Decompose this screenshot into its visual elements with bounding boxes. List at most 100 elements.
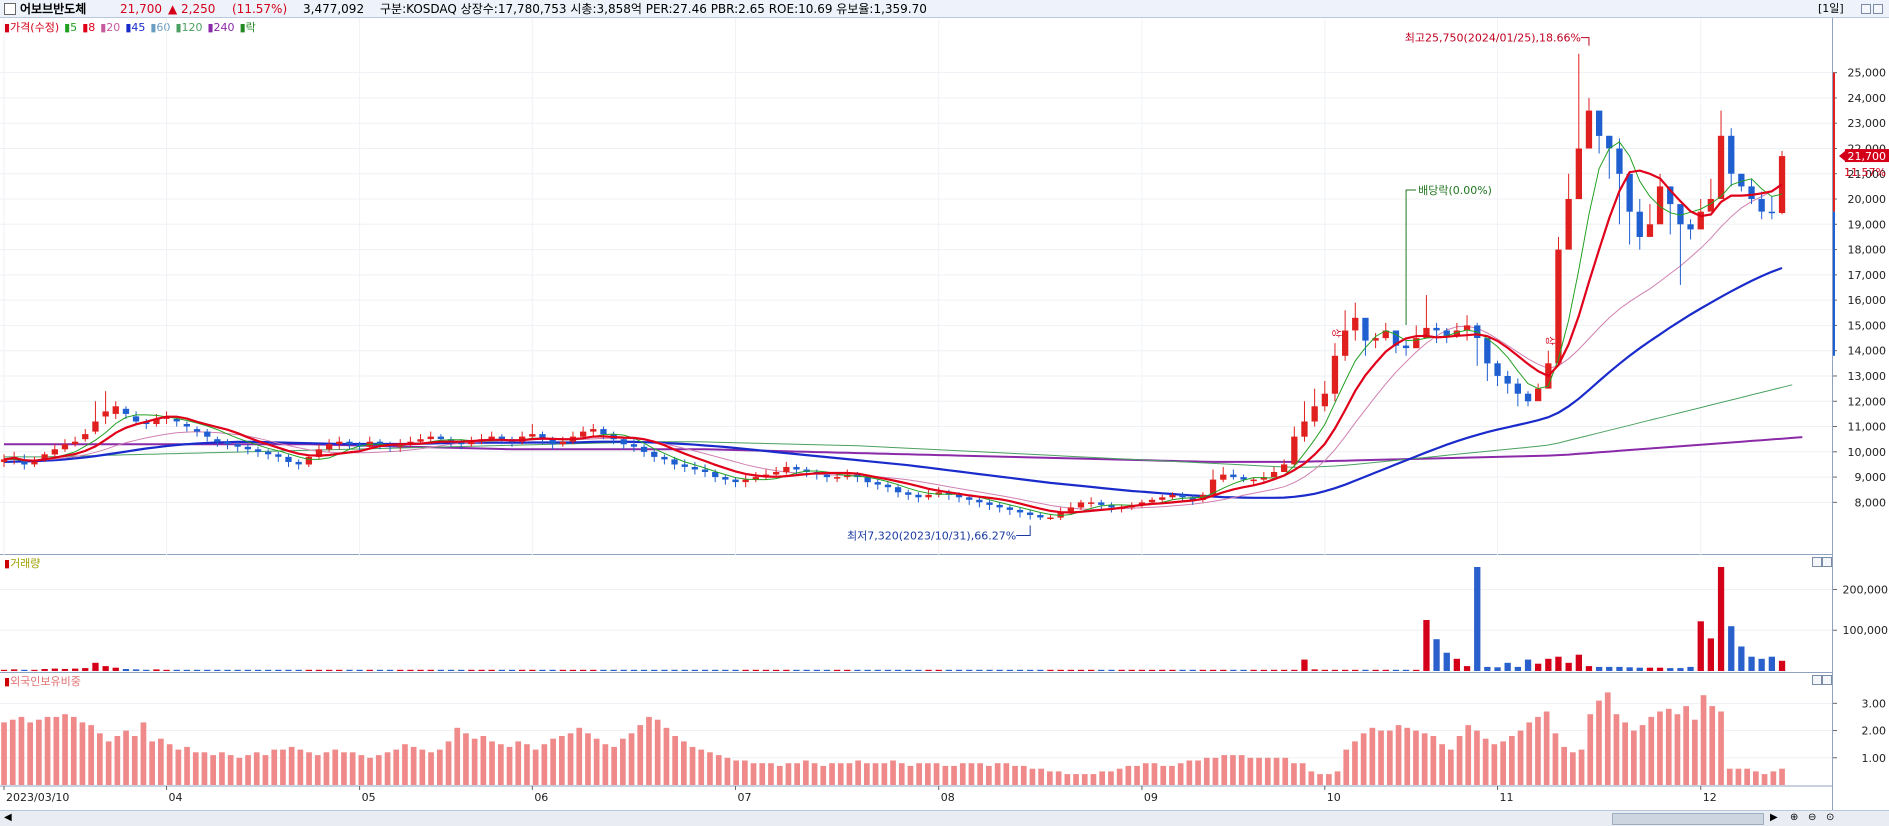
candle-body [1494,363,1501,376]
foreign-bar [201,752,208,785]
volume-bar [1524,659,1532,671]
volume-bar [1270,669,1278,671]
foreign-bar [271,749,278,785]
candle-body [1372,338,1379,341]
candle-body [102,411,109,417]
scroll-right-icon[interactable]: ▶ [1770,812,1778,823]
candle-body [305,456,312,465]
foreign-bar [1735,768,1742,785]
volume-bar [1626,667,1633,671]
foreign-bar [733,760,739,785]
foreign-bar [253,752,260,785]
volume-bar [315,669,323,671]
high-annotation: 최고25,750(2024/01/25),18.66% [1405,32,1581,45]
volume-bar [955,669,963,671]
volume-bar [356,669,363,671]
volume-bar [661,669,668,671]
volume-bar [620,669,627,671]
volume-bar [671,669,678,671]
price-axis: 8,000 9,000 10,000 11,000 12,000 13,000 14,000… [1832,18,1889,555]
candle-body [153,418,160,424]
scroll-left-icon[interactable]: ◀ [4,812,12,823]
volume-panel[interactable]: ▮거래량 [0,555,1832,673]
foreign-ownership-panel[interactable]: ▮외국인보유비중 2023/03/10040506070809101112202… [0,673,1889,810]
candle-body [945,492,952,495]
foreign-bar [637,725,644,785]
foreign-bar [1491,744,1498,785]
restore-button[interactable] [1861,4,1871,14]
volume-tick-label: 100,000 [1843,624,1889,637]
volume-bar [1687,666,1694,671]
foreign-panel-close[interactable] [1822,675,1832,685]
volume-bar [752,669,759,671]
candle-body [1433,327,1440,331]
volume-bar [1555,656,1562,671]
candle-body [752,477,759,480]
foreign-bar [1047,771,1053,785]
select-checkbox[interactable] [4,3,16,15]
volume-panel-close[interactable] [1822,557,1832,567]
volume-bar [112,667,119,671]
candle-body [1352,317,1359,331]
volume-bar [1311,669,1318,671]
zoom-out-icon[interactable]: ⊖ [1808,812,1817,823]
volume-bar [1148,669,1156,671]
scroll-thumb[interactable] [1612,813,1764,825]
candle-body [1006,507,1013,510]
foreign-bar [323,752,330,785]
volume-bar [1321,669,1328,671]
foreign-bar [1169,765,1175,785]
volume-bar [1748,656,1755,671]
x-tick-label: 12 [1703,791,1717,804]
candle-body [183,424,190,427]
x-tick-label: 07 [738,791,752,804]
price-tick-label: 18,000 [1848,244,1887,257]
chart-scrollbar[interactable]: ◀ ▶ ⊕ ⊖ ⊙ [0,810,1889,826]
x-tick-label: 04 [169,791,183,804]
volume-bar [386,669,394,671]
foreign-bar [1387,730,1393,785]
candle-body [1453,330,1460,336]
foreign-bar [506,746,513,785]
volume-bar [580,669,587,671]
foreign-panel-restore[interactable] [1812,675,1822,685]
volume-bar [1535,663,1542,671]
volume-bar [397,669,404,671]
foreign-bar [742,760,748,785]
volume-bar [427,669,434,671]
zoom-in-icon[interactable]: ⊕ [1790,812,1799,823]
candle-body [346,441,353,445]
foreign-bar [620,738,626,785]
candle-body [1697,211,1704,230]
price-panel[interactable]: 최고25,750(2024/01/25),18.66% 최저7,320(2023/… [0,18,1885,555]
volume-bar [102,666,109,671]
candle-body [1626,173,1633,212]
candle-body [966,497,973,500]
candle-body [1728,135,1735,174]
volume-bar [1545,658,1552,671]
foreign-bar [1142,763,1149,785]
volume-bar [986,669,993,671]
price-tick-label: 25,000 [1848,67,1887,80]
foreign-bar [1421,733,1428,785]
volume-bar [295,669,302,671]
high-arrow [1580,37,1590,46]
foreign-bar [97,733,103,785]
period-selector[interactable]: [1일] [1818,2,1844,15]
candle-body [1301,421,1308,437]
candle-body [1748,186,1755,199]
volume-bar [1738,646,1745,671]
foreign-bar [1604,692,1611,785]
foreign-bar [158,738,164,785]
foreign-bar [1099,771,1105,785]
foreign-bar [1203,757,1210,785]
candle-body [122,408,130,414]
volume-bar [1291,669,1298,671]
zoom-reset-icon[interactable]: ⊙ [1826,812,1835,823]
volume-panel-restore[interactable] [1812,557,1822,567]
close-button[interactable] [1873,4,1883,14]
stock-info-bar: 어보브반도체 21,700 ▲ 2,250 (11.57%) 3,477,092… [0,0,1889,18]
foreign-bar [1543,711,1550,785]
candle-body [336,441,343,445]
foreign-bar [811,763,818,785]
